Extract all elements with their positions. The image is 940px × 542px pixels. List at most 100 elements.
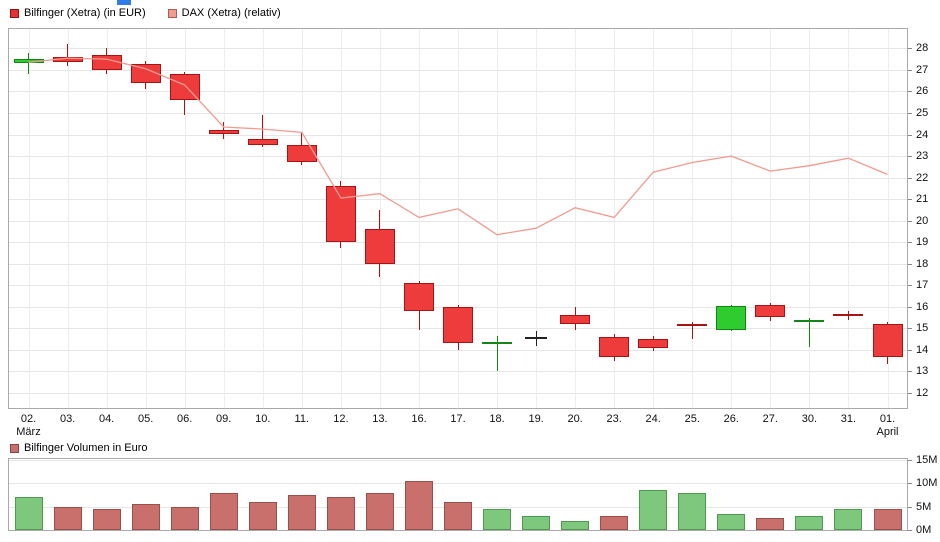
volume-axis-tick	[908, 460, 912, 461]
price-axis-label: 21	[916, 193, 929, 206]
volume-bar-04	[92, 509, 121, 530]
volume-bar-23	[600, 516, 629, 530]
candle-wick	[67, 44, 69, 66]
date-axis-label: 02.	[20, 413, 37, 425]
date-axis-label: 25.	[684, 413, 700, 425]
candle-03	[52, 57, 83, 63]
volume-gridline	[9, 460, 907, 461]
candle-25	[677, 324, 708, 327]
candle-01	[872, 324, 903, 358]
price-plot	[8, 28, 908, 409]
date-axis-label: 19.	[528, 413, 544, 425]
volume-bar-24	[639, 490, 668, 530]
legend-item-dax: DAX (Xetra) (relativ)	[167, 7, 281, 19]
candle-12	[325, 186, 356, 243]
date-axis-label: 03.	[59, 413, 76, 425]
price-axis-tick	[908, 91, 912, 93]
volume-axis-label: 5M	[916, 500, 932, 513]
price-axis-label: 28	[916, 42, 929, 55]
price-axis-label: 22	[916, 171, 929, 184]
volume-bar-10	[248, 502, 277, 530]
volume-bar-30	[795, 516, 824, 530]
volume-axis-label: 0M	[916, 524, 932, 536]
candle-wick	[808, 317, 810, 347]
candle-wick	[28, 52, 29, 75]
volume-bar-19	[522, 516, 551, 530]
price-axis-label: 20	[916, 214, 929, 227]
month-axis-label: März	[16, 426, 41, 438]
price-axis-label: 19	[916, 236, 929, 249]
price-axis-label: 24	[916, 128, 929, 141]
candle-wick	[691, 321, 693, 340]
dax-series-swatch	[167, 8, 177, 18]
date-axis-label: 12.	[333, 413, 349, 425]
volume-axis-label: 15M	[916, 454, 938, 466]
price-axis-tick	[908, 134, 912, 136]
price-axis-label: 12	[916, 386, 929, 399]
candle-19	[525, 336, 548, 339]
date-axis-label: 24.	[645, 413, 661, 425]
price-axis-label: 27	[916, 63, 929, 76]
volume-bar-13	[365, 492, 394, 530]
candle-11	[286, 145, 317, 163]
month-axis-label: April	[876, 426, 899, 438]
date-gridline	[419, 29, 420, 408]
date-axis-label: 09.	[216, 413, 232, 425]
candle-05	[130, 63, 161, 83]
volume-axis-tick	[908, 506, 912, 508]
price-axis-tick	[908, 48, 912, 50]
price-axis-tick	[908, 156, 912, 158]
date-axis-label: 18.	[489, 413, 505, 425]
candle-30	[794, 319, 825, 322]
volume-bar-31	[834, 509, 863, 530]
date-gridline	[28, 29, 30, 408]
price-axis-tick	[908, 306, 912, 308]
volume-series-swatch	[10, 443, 19, 453]
price-axis-tick	[908, 349, 912, 351]
price-axis-label: 18	[916, 257, 929, 270]
legend-item-volume: Bilfinger Volumen in Euro	[10, 442, 148, 454]
price-axis-label: 16	[916, 300, 929, 313]
volume-bar-09	[209, 492, 238, 530]
price-axis-tick	[908, 69, 912, 71]
candle-16	[404, 283, 434, 312]
volume-bar-26	[717, 513, 746, 530]
candle-17	[443, 306, 473, 344]
candle-18	[482, 342, 512, 345]
price-axis-tick	[908, 242, 912, 244]
date-axis-label: 17.	[450, 413, 466, 425]
date-axis-label: 11.	[294, 413, 310, 425]
date-gridline	[262, 29, 264, 408]
bilfinger-series-label: Bilfinger (Xetra) (in EUR)	[24, 7, 146, 19]
date-gridline	[536, 29, 538, 408]
candle-26	[716, 305, 747, 331]
date-axis-label: 05.	[138, 413, 154, 425]
date-axis-label: 26.	[723, 413, 739, 425]
volume-bar-05	[131, 504, 160, 530]
volume-chart-legend: Bilfinger Volumen in Euro	[10, 442, 148, 454]
volume-axis-tick	[908, 530, 912, 531]
top-edge-artifact	[117, 0, 131, 5]
volume-bar-02	[14, 497, 43, 530]
price-axis-tick	[908, 328, 912, 330]
candle-wick	[496, 335, 498, 372]
volume-bar-03	[53, 506, 82, 530]
date-axis-label: 20.	[567, 413, 583, 425]
price-axis-label: 26	[916, 85, 929, 98]
dax-series-label: DAX (Xetra) (relativ)	[181, 7, 281, 19]
volume-bar-17	[444, 502, 472, 530]
volume-bar-11	[287, 495, 316, 530]
date-axis-label: 01.	[879, 413, 896, 425]
date-axis-label: 06.	[177, 413, 193, 425]
price-chart-legend: Bilfinger (Xetra) (in EUR) DAX (Xetra) (…	[10, 7, 281, 19]
candle-13	[364, 229, 395, 264]
volume-series-label: Bilfinger Volumen in Euro	[24, 442, 148, 454]
price-axis-label: 17	[916, 279, 929, 292]
date-axis-label: 16.	[411, 413, 427, 425]
price-axis-label: 14	[916, 343, 929, 356]
date-gridline	[848, 29, 850, 408]
date-gridline	[770, 29, 772, 408]
price-axis-label: 15	[916, 322, 929, 335]
price-axis-tick	[908, 220, 912, 222]
